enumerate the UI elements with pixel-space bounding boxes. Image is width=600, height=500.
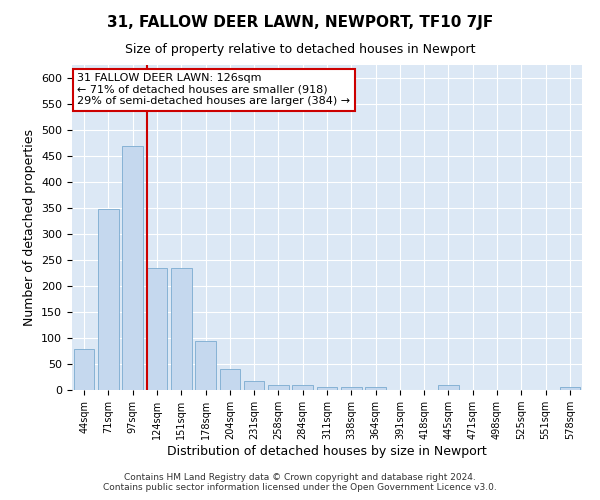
Bar [268, 385, 289, 390]
Bar [244, 380, 265, 390]
X-axis label: Distribution of detached houses by size in Newport: Distribution of detached houses by size … [167, 445, 487, 458]
Bar [122, 146, 143, 390]
Bar [74, 350, 94, 390]
Bar [292, 385, 313, 390]
Bar [98, 209, 119, 390]
Text: 31 FALLOW DEER LAWN: 126sqm
← 71% of detached houses are smaller (918)
29% of se: 31 FALLOW DEER LAWN: 126sqm ← 71% of det… [77, 73, 350, 106]
Bar [195, 340, 216, 390]
Y-axis label: Number of detached properties: Number of detached properties [23, 129, 35, 326]
Bar [220, 369, 240, 390]
Bar [171, 268, 191, 390]
Bar [146, 268, 167, 390]
Text: 31, FALLOW DEER LAWN, NEWPORT, TF10 7JF: 31, FALLOW DEER LAWN, NEWPORT, TF10 7JF [107, 15, 493, 30]
Text: Size of property relative to detached houses in Newport: Size of property relative to detached ho… [125, 42, 475, 56]
Bar [560, 388, 580, 390]
Bar [317, 388, 337, 390]
Bar [341, 388, 362, 390]
Bar [438, 385, 459, 390]
Text: Contains HM Land Registry data © Crown copyright and database right 2024.
Contai: Contains HM Land Registry data © Crown c… [103, 473, 497, 492]
Bar [365, 388, 386, 390]
